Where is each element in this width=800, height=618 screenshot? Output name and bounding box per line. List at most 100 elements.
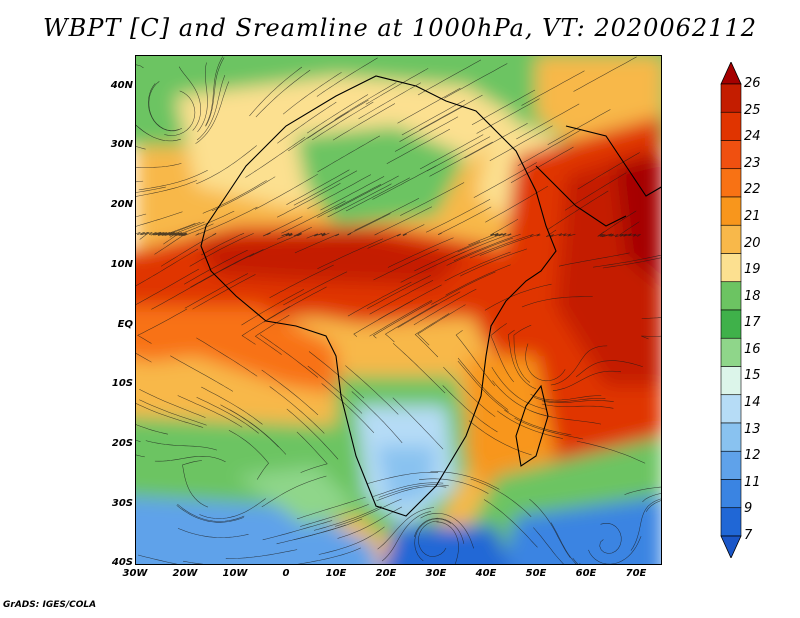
streamline [417, 304, 466, 346]
colorbar-swatch [720, 366, 742, 396]
streamline [228, 429, 269, 480]
streamline [369, 299, 433, 337]
streamline [255, 69, 311, 118]
colorbar-swatch [720, 196, 742, 226]
streamline [174, 223, 214, 237]
streamline [641, 335, 661, 340]
streamline [201, 386, 263, 425]
credit-footer: GrADS: IGES/COLA [3, 600, 97, 610]
streamline [137, 554, 178, 564]
streamline [414, 241, 481, 272]
streamline [136, 424, 168, 435]
streamline [372, 165, 437, 200]
streamline [136, 268, 199, 305]
streamline [249, 233, 301, 257]
streamline [286, 169, 350, 205]
streamline [436, 521, 459, 564]
streamline [485, 186, 548, 223]
streamline [476, 98, 540, 134]
streamline [451, 233, 512, 258]
colorbar-tick-label: 22 [744, 182, 761, 197]
streamline [139, 389, 206, 418]
streamline [453, 233, 521, 262]
lon-label: 40E [475, 568, 497, 579]
colorbar-swatch [720, 394, 742, 424]
streamline [136, 180, 198, 197]
streamline [202, 180, 267, 214]
streamline [157, 221, 205, 236]
streamline [211, 176, 276, 212]
streamline [152, 223, 196, 236]
streamline [630, 498, 661, 551]
streamline [397, 291, 461, 328]
streamline [178, 66, 201, 131]
streamline [490, 323, 515, 383]
streamline [184, 249, 248, 285]
streamline [263, 286, 327, 323]
streamline [320, 176, 385, 211]
lon-label: 30W [122, 568, 148, 579]
streamline [136, 186, 166, 193]
streamline [261, 475, 327, 508]
colorbar-swatch [720, 168, 742, 198]
streamline [312, 101, 374, 141]
streamline [281, 200, 346, 234]
streamline [460, 248, 527, 277]
streamline [225, 549, 298, 559]
streamline [148, 81, 180, 131]
streamline [521, 296, 593, 308]
streamline [490, 218, 519, 237]
streamline [313, 505, 382, 531]
temperature-shading [136, 56, 661, 564]
streamline [262, 216, 303, 237]
streamline [429, 141, 493, 177]
streamline [205, 56, 223, 126]
streamline [521, 70, 585, 106]
streamline [177, 528, 249, 538]
streamline [307, 94, 369, 134]
streamline [294, 233, 340, 254]
streamline [419, 94, 483, 131]
streamline [577, 152, 640, 190]
map-title: WBPT [C] and Sreamline at 1000hPa, VT: 2… [42, 14, 758, 42]
streamline [387, 237, 454, 268]
lat-label: 10S [111, 378, 133, 389]
streamline [464, 122, 528, 159]
streamline [378, 284, 442, 320]
streamline [297, 547, 361, 564]
streamline [254, 314, 290, 355]
streamline [177, 503, 245, 522]
streamline [576, 440, 646, 464]
streamline [431, 271, 496, 305]
coastline-layer [200, 75, 661, 517]
colorbar-swatch [720, 479, 742, 509]
streamline [176, 505, 244, 523]
streamline [317, 238, 384, 269]
streamline [414, 313, 450, 358]
streamline [151, 274, 215, 310]
colorbar-swatch [720, 140, 742, 170]
colorbar-tick-label: 11 [744, 475, 761, 490]
streamline [262, 520, 333, 541]
streamline [437, 206, 492, 235]
streamline [136, 403, 204, 428]
colorbar-swatch [720, 83, 742, 113]
streamline [479, 233, 541, 256]
streamline [599, 523, 622, 554]
streamline [307, 365, 363, 414]
colorbar-swatch [720, 422, 742, 452]
streamline [293, 518, 363, 541]
streamline [293, 170, 358, 206]
streamline [402, 224, 425, 237]
streamline [619, 221, 641, 237]
streamline [397, 87, 461, 124]
streamline [136, 232, 150, 240]
lon-label: 10E [325, 568, 347, 579]
streamline [373, 248, 439, 281]
streamline [468, 420, 532, 456]
colorbar-tick-label: 16 [744, 342, 761, 357]
streamline [334, 82, 397, 120]
colorbar-top-triangle [720, 62, 742, 85]
streamline [414, 518, 452, 562]
colorbar-swatch [720, 450, 742, 480]
